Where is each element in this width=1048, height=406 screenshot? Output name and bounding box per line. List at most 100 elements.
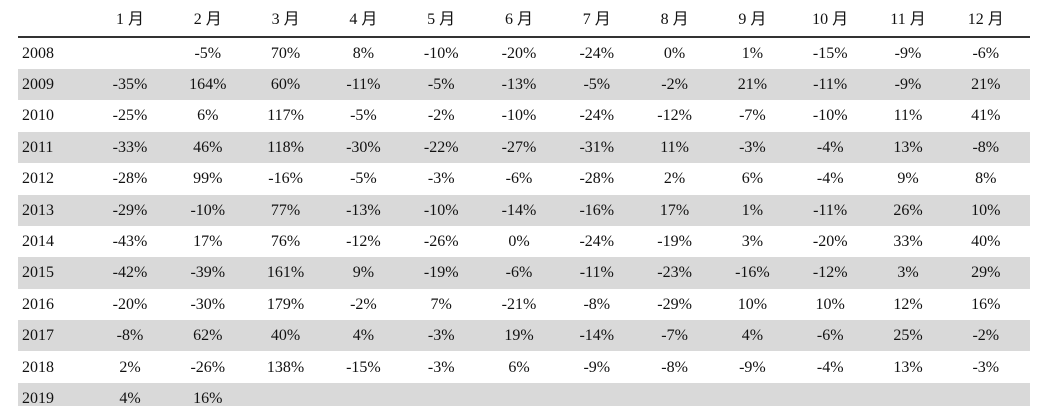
cell-value: 6% (197, 107, 219, 125)
cell-value: -20% (812, 232, 848, 250)
cell-value: 161% (266, 264, 305, 282)
cell-value: -2% (972, 327, 1000, 345)
cell-value: -5% (350, 170, 377, 188)
cell-value: -43% (112, 232, 148, 250)
cell-value: -8% (661, 358, 688, 376)
cell-value: 2% (119, 358, 141, 376)
cell-value: -13% (346, 201, 381, 219)
cell-value: 118% (267, 138, 304, 156)
column-header: 4 月 (349, 11, 378, 28)
cell-value: -39% (190, 264, 226, 282)
cell-value: -6% (505, 170, 533, 188)
cell-value: 8% (352, 44, 375, 62)
cell-value: -25% (112, 107, 148, 125)
cell-value: -7% (661, 327, 688, 345)
cell-value: 17% (193, 232, 223, 250)
cell-value: -8% (583, 295, 611, 313)
column-header: 10 月 (812, 11, 849, 28)
cell-value: 1% (741, 201, 764, 219)
column-header: 1 月 (115, 11, 144, 28)
row-year: 2008 (22, 44, 54, 62)
header-rule (18, 36, 1030, 38)
row-year: 2017 (22, 327, 54, 345)
cell-value: -28% (579, 170, 615, 188)
cell-value: 10% (815, 295, 845, 313)
cell-value: -9% (739, 358, 766, 376)
cell-value: 12% (893, 295, 923, 313)
cell-value: 19% (504, 327, 534, 345)
cell-value: 6% (741, 170, 764, 188)
cell-value: 7% (430, 295, 452, 313)
cell-value: 17% (659, 201, 690, 219)
cell-value: -12% (812, 264, 848, 282)
cell-value: 16% (971, 295, 1001, 313)
row-year: 2016 (22, 295, 54, 313)
cell-value: -26% (423, 232, 459, 250)
cell-value: 13% (893, 358, 923, 376)
cell-value: 179% (266, 295, 305, 313)
cell-value: 41% (971, 107, 1001, 125)
cell-value: 77% (270, 201, 301, 219)
column-header: 3 月 (271, 11, 300, 28)
cell-value: -3% (427, 358, 455, 376)
row-band (18, 68, 1030, 101)
cell-value: -6% (505, 264, 533, 282)
row-year: 2013 (22, 201, 54, 219)
cell-value: -3% (427, 170, 455, 188)
cell-value: 60% (270, 75, 301, 93)
cell-value: -42% (112, 264, 148, 282)
cell-value: 3% (741, 232, 764, 250)
row-year: 2011 (22, 138, 54, 156)
cell-value: -11% (346, 75, 381, 93)
cell-value: -11% (579, 264, 614, 282)
cell-value: -2% (350, 295, 377, 313)
cell-value: -14% (579, 327, 615, 345)
row-year: 2018 (22, 358, 54, 376)
cell-value: -16% (268, 170, 303, 188)
cell-value: -4% (816, 170, 844, 188)
row-band (18, 320, 1030, 352)
cell-value: -12% (346, 232, 381, 250)
row-band (18, 257, 1030, 289)
row-year: 2014 (22, 232, 54, 250)
cell-value: -6% (816, 327, 844, 345)
cell-value: -10% (190, 201, 226, 219)
cell-value: 117% (267, 107, 304, 125)
cell-value: -3% (427, 327, 455, 345)
cell-value: -19% (423, 264, 459, 282)
cell-value: -16% (579, 201, 615, 219)
cell-value: -12% (657, 107, 692, 125)
cell-value: 4% (352, 327, 375, 345)
cell-value: -6% (972, 44, 1000, 62)
cell-value: 8% (975, 170, 997, 188)
cell-value: -30% (346, 138, 381, 156)
cell-value: -4% (816, 358, 844, 376)
row-band (18, 382, 1030, 406)
column-header: 11 月 (890, 11, 926, 28)
cell-value: -9% (583, 358, 611, 376)
cell-value: -11% (813, 75, 848, 93)
cell-value: 0% (663, 44, 686, 62)
cell-value: -10% (812, 107, 848, 125)
cell-value: 29% (971, 264, 1001, 282)
cell-value: 46% (193, 138, 223, 156)
cell-value: -11% (813, 201, 848, 219)
cell-value: 3% (897, 264, 919, 282)
cell-value: -35% (112, 75, 148, 93)
cell-value: 164% (189, 75, 227, 93)
cell-value: -28% (112, 170, 148, 188)
cell-value: -22% (423, 138, 459, 156)
cell-value: -3% (739, 138, 766, 156)
cell-value: 33% (893, 232, 923, 250)
row-year: 2019 (22, 389, 54, 406)
cell-value: 13% (893, 138, 923, 156)
cell-value: 6% (508, 358, 530, 376)
cell-value: 40% (270, 327, 301, 345)
cell-value: 16% (193, 389, 223, 406)
cell-value: -9% (894, 75, 922, 93)
cell-value: -10% (501, 107, 537, 125)
cell-value: -20% (112, 295, 148, 313)
cell-value: -31% (579, 138, 615, 156)
cell-value: 21% (971, 75, 1001, 93)
row-year: 2015 (22, 264, 54, 282)
